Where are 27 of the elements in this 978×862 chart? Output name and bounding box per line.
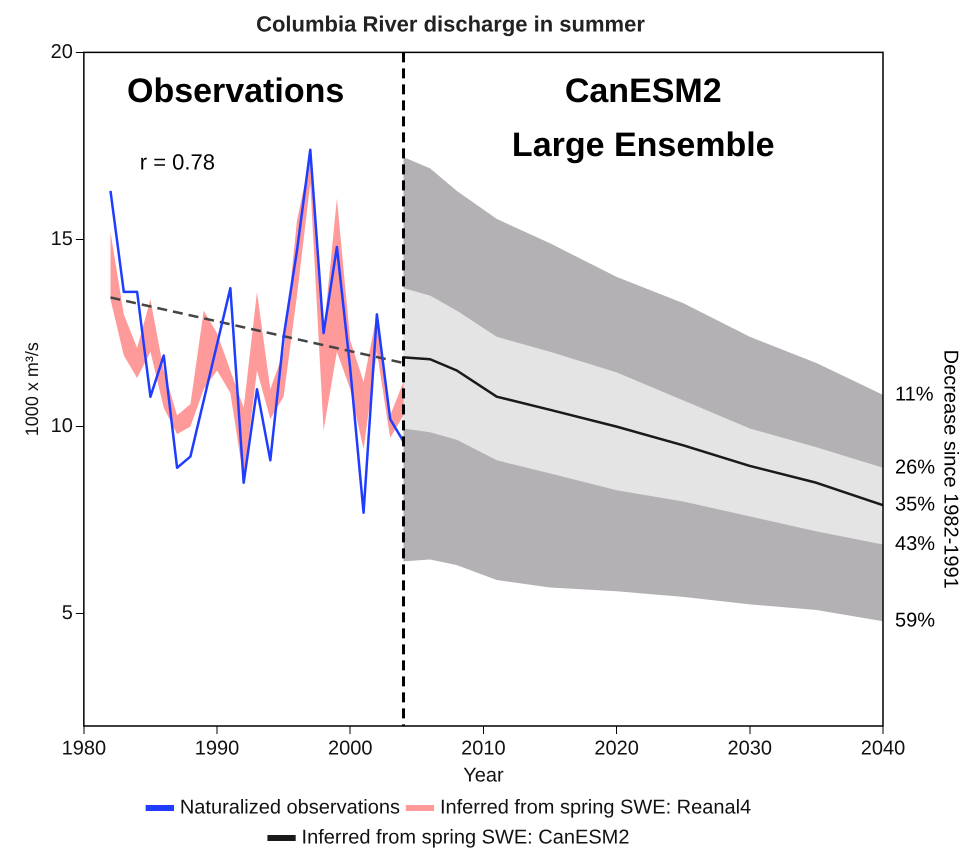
text: 11% — [895, 383, 934, 406]
text: 35% — [895, 494, 936, 516]
x-tick-label: 2010 — [461, 738, 506, 760]
x-tick-label: 2000 — [328, 738, 372, 760]
text: 26% — [895, 456, 936, 478]
y2-axis-title: Decrease since 1982-1991 — [939, 350, 962, 589]
annotation: r = 0.78 — [140, 150, 216, 175]
x-tick-label: 2030 — [728, 738, 772, 760]
x-tick-label: 2020 — [594, 738, 639, 760]
legend-label: Naturalized observations — [180, 796, 400, 819]
text: 43% — [895, 533, 936, 556]
legend-label: Inferred from spring SWE: CanESM2 — [302, 826, 630, 849]
x-tick-label: 1990 — [194, 738, 240, 760]
annotation: Large Ensemble — [512, 126, 775, 164]
legend-label: Inferred from spring SWE: Reanal4 — [440, 796, 752, 819]
y-tick-label: 5 — [62, 602, 73, 624]
annotation: Observations — [127, 72, 344, 110]
x-axis-title: Year — [463, 764, 504, 787]
y-tick-label: 10 — [50, 415, 73, 438]
y-tick-label: 20 — [50, 40, 73, 63]
x-tick-label: 2040 — [860, 738, 906, 760]
y-axis-title: 1000 x m³/s — [22, 342, 42, 436]
text: 59% — [895, 610, 936, 632]
chart-title: Columbia River discharge in summer — [256, 11, 646, 36]
x-tick-label: 1980 — [62, 738, 106, 760]
y-tick-label: 15 — [50, 228, 73, 250]
annotation: CanESM2 — [564, 72, 722, 110]
